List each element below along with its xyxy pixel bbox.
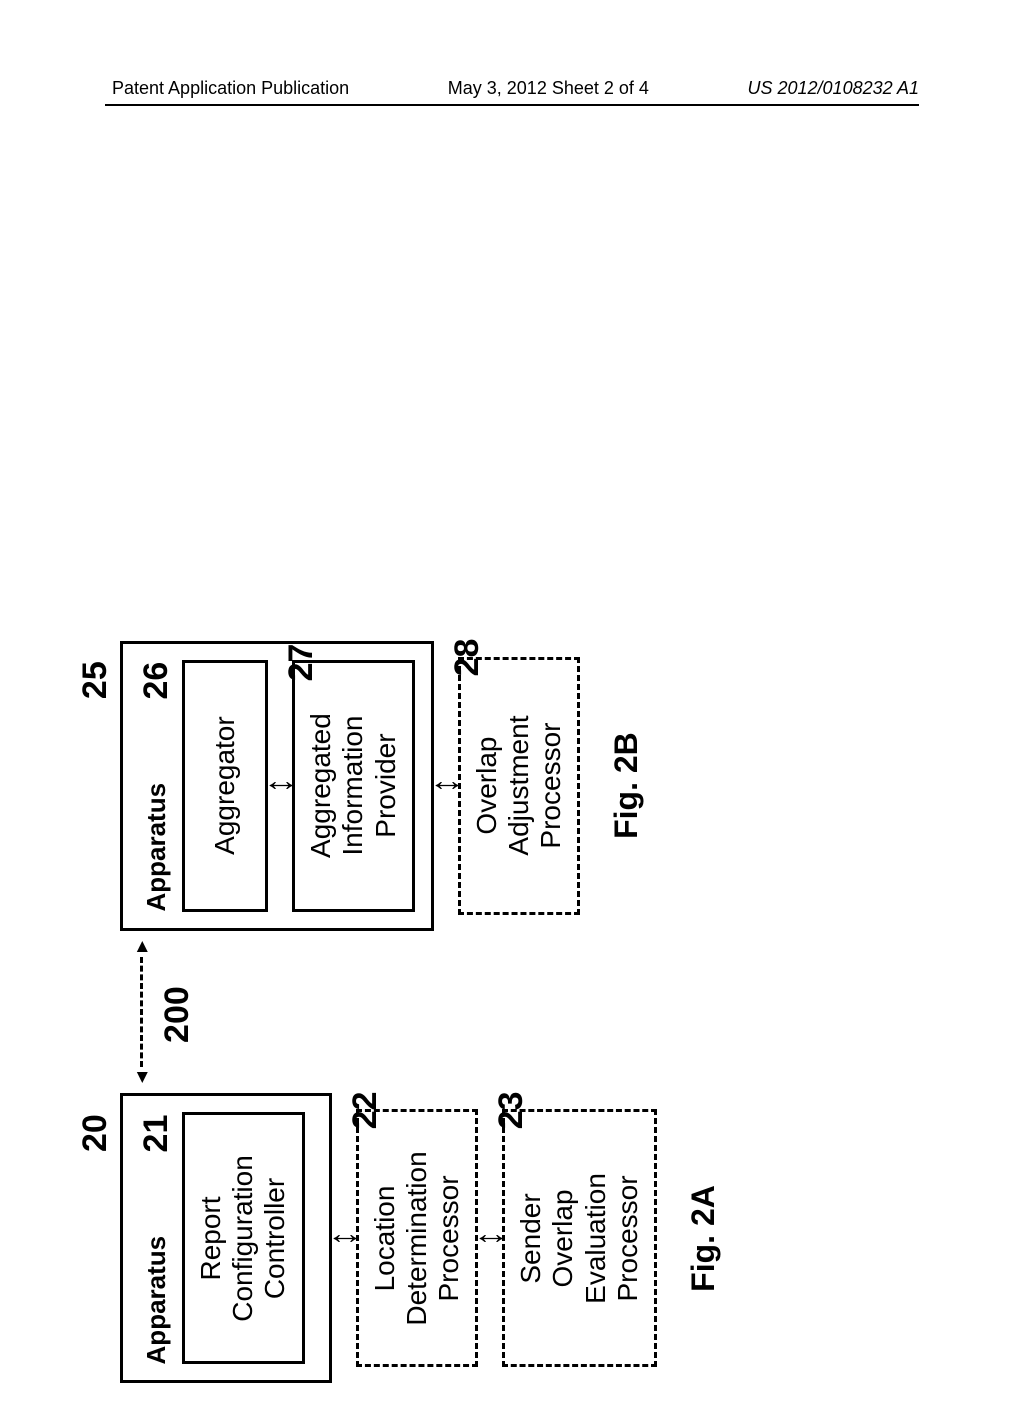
arrow-21-22: ↕ (332, 1231, 356, 1246)
box-28-wrap: 28 Overlap Adjustment Processor (458, 641, 581, 931)
box-22-line: Location (369, 1120, 401, 1356)
arrow-26-27: ↕ (268, 660, 292, 912)
page: Patent Application Publication May 3, 20… (0, 0, 1024, 1320)
box-27-wrap: 27 Aggregated Information Provider (292, 660, 415, 912)
box-28-line: Processor (535, 668, 567, 904)
ref-27: 27 (282, 644, 321, 682)
box-22-line: Determination (401, 1120, 433, 1356)
figure-2b: 25 Apparatus 26 Aggregator ↕ 27 Aggregat… (120, 620, 1024, 951)
box-28-line: Overlap (471, 668, 503, 904)
figure-2a: 20 Apparatus 21 Report Configuration Con… (120, 1073, 1024, 1404)
box-21-line: Report (195, 1123, 227, 1353)
box-23-line: Overlap (547, 1120, 579, 1356)
box-22-wrap: 22 Location Determination Processor (356, 1093, 479, 1383)
box-27-line: Provider (370, 671, 402, 901)
arrow-27-28: ↕ (434, 778, 458, 793)
apparatus-box-a: Apparatus 21 Report Configuration Contro… (120, 1093, 332, 1383)
header-center: May 3, 2012 Sheet 2 of 4 (448, 78, 649, 99)
ref-21: 21 (137, 1115, 176, 1153)
box-28: Overlap Adjustment Processor (458, 657, 581, 915)
box-22: Location Determination Processor (356, 1109, 479, 1367)
connector-200: ◂ ▸ 200 (120, 995, 1024, 1029)
arrow-line (140, 957, 143, 1067)
header-right: US 2012/0108232 A1 (748, 78, 919, 99)
apparatus-box-b: Apparatus 26 Aggregator ↕ 27 Aggregated … (120, 641, 434, 931)
page-header: Patent Application Publication May 3, 20… (0, 78, 1024, 99)
box-23-line: Sender (515, 1120, 547, 1356)
box-21-line: Controller (259, 1123, 291, 1353)
box-22-line: Processor (433, 1120, 465, 1356)
box-23: Sender Overlap Evaluation Processor (502, 1109, 657, 1367)
ref-23: 23 (492, 1091, 531, 1129)
ref-22: 22 (346, 1091, 385, 1129)
fig-a-stack: Apparatus 21 Report Configuration Contro… (120, 1093, 722, 1383)
fig-b-stack: Apparatus 26 Aggregator ↕ 27 Aggregated … (120, 641, 645, 931)
ref-28: 28 (448, 639, 487, 677)
box-27: Aggregated Information Provider (292, 660, 415, 912)
ref-200: 200 (158, 986, 197, 1043)
ref-20: 20 (76, 1114, 115, 1152)
box-26: Aggregator (182, 660, 268, 912)
box-21: Report Configuration Controller (182, 1112, 305, 1364)
ref-25: 25 (76, 661, 115, 699)
box-28-line: Adjustment (503, 668, 535, 904)
box-26-text: Aggregator (209, 671, 241, 901)
arrow-head-left-icon: ◂ (129, 1072, 153, 1083)
box-23-line: Processor (612, 1120, 644, 1356)
header-rule (105, 104, 919, 106)
diagram-region: 20 Apparatus 21 Report Configuration Con… (120, 620, 1024, 1404)
header-left: Patent Application Publication (112, 78, 349, 99)
box-21-line: Configuration (227, 1123, 259, 1353)
box-23-wrap: 23 Sender Overlap Evaluation Processor (502, 1093, 657, 1383)
box-23-line: Evaluation (580, 1120, 612, 1356)
dashed-double-arrow-icon: ◂ ▸ (130, 947, 154, 1077)
ref-26: 26 (137, 662, 176, 700)
arrow-22-23: ↕ (478, 1231, 502, 1246)
box-27-line: Information (337, 671, 369, 901)
box-27-line: Aggregated (305, 671, 337, 901)
caption-2b: Fig. 2B (608, 732, 645, 839)
caption-2a: Fig. 2A (685, 1185, 722, 1292)
